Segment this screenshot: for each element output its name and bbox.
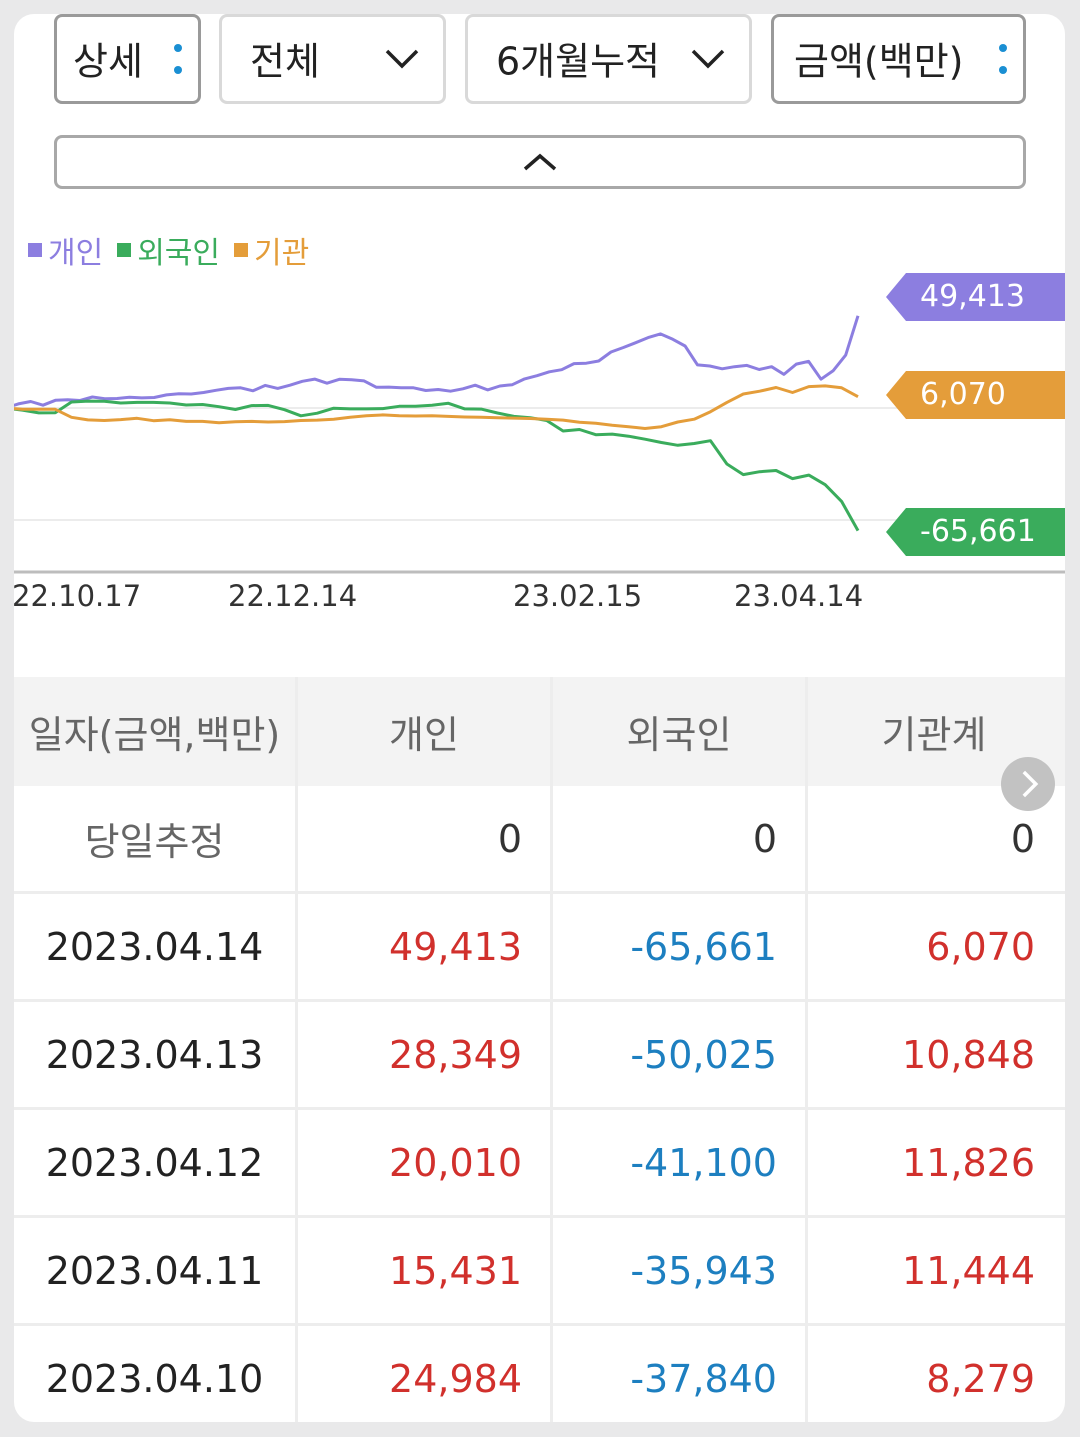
row-individual: 49,413 [298,894,553,999]
legend-swatch [234,243,249,257]
more-vert-icon [174,44,182,74]
more-vert-icon [999,44,1007,74]
row-institution: 11,826 [902,1140,1035,1185]
legend-institution: 기관 [234,228,309,272]
legend-label: 외국인 [137,236,221,271]
row-foreign: -41,100 [553,1110,808,1215]
legend-label: 기관 [254,236,310,271]
detail-select-label: 상세 [73,39,143,84]
unit-select-label: 금액(백만) [794,39,964,84]
header-date: 일자(금액,백만) [14,677,298,786]
series-line-institution [14,384,859,430]
table-row: 당일추정 0 0 0 [14,786,1065,894]
table-row: 2023.04.11 15,431 -35,943 11,444 [14,1218,1065,1326]
chevron-right-icon [1022,770,1039,798]
table-row: 2023.04.14 49,413 -65,661 6,070 [14,894,1065,1002]
individual-value-tag: 49,413 [886,273,1065,321]
series-line-foreign [14,399,860,532]
row-date: 2023.04.13 [14,1002,298,1107]
row-institution: 6,070 [926,924,1035,969]
row-individual: 24,984 [298,1326,553,1422]
row-date: 2023.04.11 [14,1218,298,1323]
scroll-right-button[interactable] [1001,757,1055,811]
legend-foreign: 외국인 [117,228,220,272]
x-tick-label: 23.02.15 [513,579,643,613]
scope-select-label: 전체 [250,39,320,84]
row-foreign: 0 [553,786,808,891]
header-foreign: 외국인 [553,677,808,786]
legend-label: 개인 [48,236,104,271]
row-institution: 0 [1010,816,1035,861]
row-foreign: -37,840 [553,1326,808,1422]
row-individual: 28,349 [298,1002,553,1107]
legend-individual: 개인 [28,228,103,272]
collapse-filters-button[interactable] [54,135,1026,189]
row-institution: 10,848 [902,1032,1035,1077]
row-institution: 8,279 [926,1356,1035,1401]
series-line-individual [14,315,860,407]
period-select[interactable]: 6개월누적 [465,14,752,104]
legend-swatch [117,243,132,257]
chevron-down-icon [385,49,419,69]
row-foreign: -35,943 [553,1218,808,1323]
header-institution: 기관계 [881,713,987,757]
row-individual: 15,431 [298,1218,553,1323]
row-individual: 0 [298,786,553,891]
table-row: 2023.04.10 24,984 -37,840 8,279 [14,1326,1065,1422]
detail-select[interactable]: 상세 [54,14,201,104]
table-row: 2023.04.12 20,010 -41,100 11,826 [14,1110,1065,1218]
foreign-value-tag: -65,661 [886,508,1065,556]
chevron-down-icon [691,49,725,69]
table-row: 2023.04.13 28,349 -50,025 10,848 [14,1002,1065,1110]
header-individual: 개인 [298,677,553,786]
scope-select[interactable]: 전체 [219,14,446,104]
row-date: 2023.04.10 [14,1326,298,1422]
institution-value-tag: 6,070 [886,371,1065,419]
row-date: 당일추정 [14,786,298,891]
chart-legend: 개인 외국인 기관 [28,228,309,272]
row-foreign: -65,661 [553,894,808,999]
row-institution: 11,444 [902,1248,1035,1293]
investor-trading-table: 일자(금액,백만) 개인 외국인 기관계 당일추정 0 0 0 2023.04.… [14,677,1065,1422]
row-date: 2023.04.12 [14,1110,298,1215]
period-select-label: 6개월누적 [496,39,661,84]
table-header-row: 일자(금액,백만) 개인 외국인 기관계 [14,677,1065,786]
unit-select[interactable]: 금액(백만) [771,14,1026,104]
investor-line-chart [14,315,1065,574]
x-tick-label: 23.04.14 [734,579,864,613]
chevron-up-icon [523,153,557,171]
investor-trend-card: 상세 전체 6개월누적 금액(백만) 개인 외국인 기관 49,413 6,07… [14,14,1065,1422]
legend-swatch [28,243,42,257]
x-tick-label: 22.10.17 [14,579,142,613]
row-foreign: -50,025 [553,1002,808,1107]
x-tick-label: 22.12.14 [228,579,358,613]
row-date: 2023.04.14 [14,894,298,999]
row-individual: 20,010 [298,1110,553,1215]
